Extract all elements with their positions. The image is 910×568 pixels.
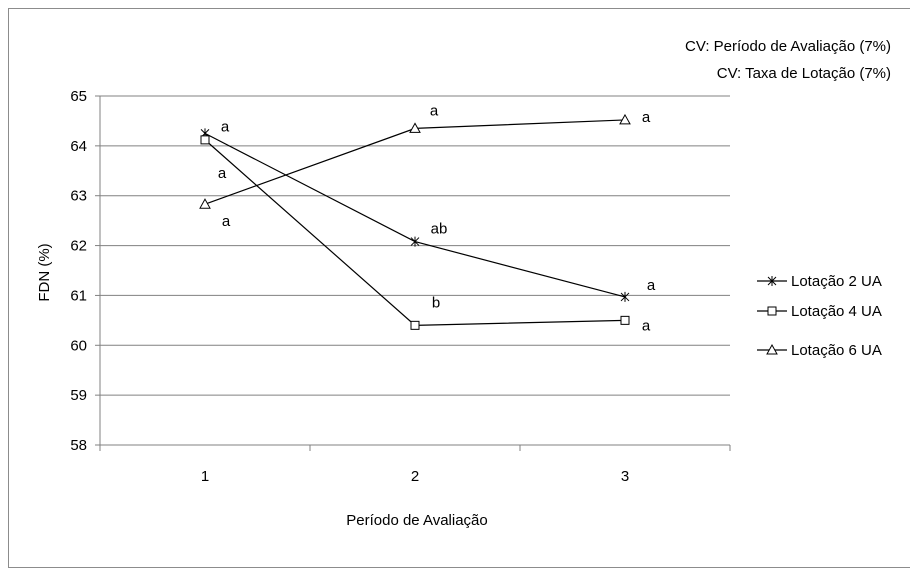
legend-marker-1 [767,276,777,286]
y-tick-label: 65 [70,88,87,105]
legend-label: Lotação 4 UA [791,303,882,320]
y-axis-title: FDN (%) [36,243,53,301]
data-label: a [218,165,227,182]
data-label: a [430,102,439,119]
legend-marker-2 [767,306,777,316]
data-point-series-1 [620,291,630,302]
y-tick-label: 63 [70,188,87,205]
y-tick-label: 64 [70,138,87,155]
data-point-series-3 [619,113,631,125]
series-line-1 [204,132,626,298]
data-label: ab [431,221,448,238]
legend-label: Lotação 2 UA [791,273,882,290]
line-chart: 58 59 60 61 62 63 64 65 1 2 3 Período de Avaliação F… [36,38,891,529]
y-tick-label: 60 [70,337,87,354]
x-tick-label: 2 [411,468,419,485]
y-tick-label: 62 [70,238,87,255]
cv-note: CV: Taxa de Lotação (7%) [717,65,891,82]
data-point-series-3 [199,198,211,209]
data-label: a [642,109,651,126]
cv-note: CV: Período de Avaliação (7%) [685,38,891,55]
data-point-series-2 [410,320,420,330]
y-tick-label: 59 [70,387,87,404]
legend-label: Lotação 6 UA [791,342,882,359]
data-point-series-2 [620,315,630,325]
legend-marker-3 [766,343,778,355]
data-point-series-3 [409,122,421,133]
series-line-2 [204,139,626,326]
x-tick-label: 3 [621,468,629,485]
x-tick-label: 1 [201,468,209,485]
y-tick-label: 61 [70,287,87,304]
data-point-series-2 [200,135,210,145]
y-tick-label: 58 [70,437,87,454]
data-label: b [432,294,440,311]
x-axis-title: Período de Avaliação [346,512,488,529]
data-label: a [647,277,656,294]
data-label: a [221,118,230,135]
data-label: a [642,317,651,334]
data-point-series-1 [410,236,420,247]
data-label: a [222,213,231,230]
